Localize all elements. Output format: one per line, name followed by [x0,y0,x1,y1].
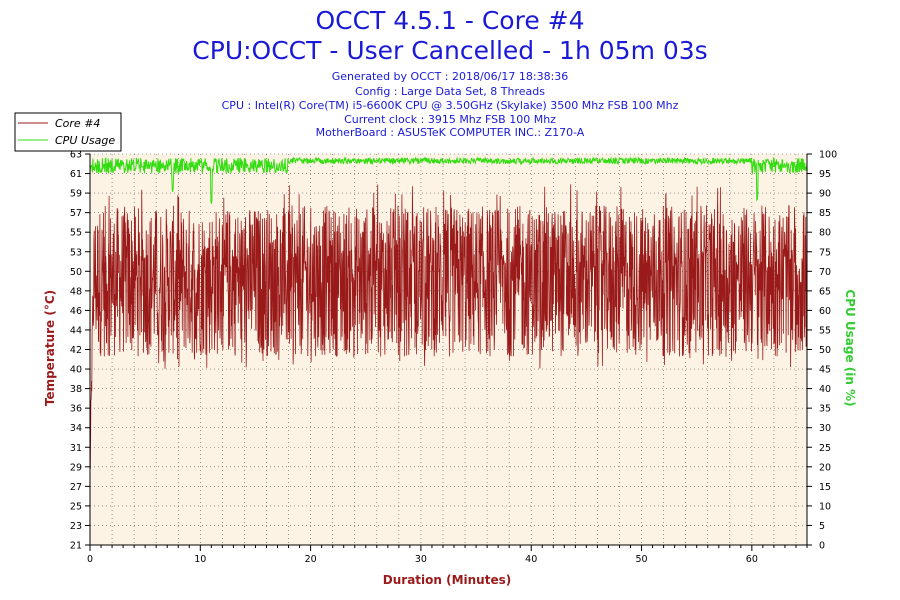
y-left-tick-label: 25 [70,501,82,512]
plot-area [90,154,807,545]
y-left-tick-label: 59 [70,189,82,200]
y-right-tick-label: 45 [819,365,831,376]
x-tick-label: 10 [194,554,206,565]
y-right-tick-label: 90 [819,189,831,200]
y-left-tick-label: 57 [70,208,82,219]
y-left-tick-label: 31 [70,443,82,454]
x-tick-label: 60 [746,554,758,565]
y-right-tick-label: 95 [819,169,831,180]
y-left-tick-label: 21 [70,541,82,552]
legend: Core #4 CPU Usage [14,112,122,152]
y-right-tick-label: 10 [819,501,831,512]
info-config: Config : Large Data Set, 8 Threads [355,85,545,98]
x-tick-label: 20 [305,554,317,565]
info-generated: Generated by OCCT : 2018/06/17 18:38:36 [332,70,569,83]
y-right-tick-label: 70 [819,267,831,278]
y-right-tick-label: 25 [819,443,831,454]
y-right-tick-label: 85 [819,208,831,219]
y-left-tick-label: 50 [70,267,82,278]
x-axis-label: Duration (Minutes) [383,573,511,587]
y-left-axis-label: Temperature (°C) [43,290,57,406]
y-right-tick-label: 100 [819,150,837,161]
chart-title: OCCT 4.5.1 - Core #4 [316,6,585,35]
y-right-tick-label: 20 [819,462,831,473]
y-right-tick-label: 50 [819,345,831,356]
x-tick-label: 50 [635,554,647,565]
info-motherboard: MotherBoard : ASUSTeK COMPUTER INC.: Z17… [316,126,585,139]
y-right-tick-label: 75 [819,247,831,258]
series-core4 [89,184,808,470]
y-left-tick-label: 53 [70,247,82,258]
y-right-tick-label: 35 [819,404,831,415]
y-right-tick-label: 60 [819,306,831,317]
y-left-tick-label: 44 [70,325,82,336]
y-left-tick-label: 29 [70,462,82,473]
y-left-tick-label: 55 [70,228,82,239]
y-left-tick-label: 23 [70,521,82,532]
legend-label-cpu-usage: CPU Usage [55,134,115,147]
y-left-tick-label: 48 [70,286,82,297]
chart-subtitle: CPU:OCCT - User Cancelled - 1h 05m 03s [192,36,707,65]
info-cpu: CPU : Intel(R) Core(TM) i5-6600K CPU @ 3… [222,99,679,112]
y-right-tick-label: 80 [819,228,831,239]
y-left-tick-label: 36 [70,404,82,415]
y-left-tick-label: 63 [70,150,82,161]
series-cpu-usage-line [89,156,808,204]
y-right-tick-label: 40 [819,384,831,395]
y-left-tick-label: 40 [70,365,82,376]
x-tick-label: 30 [415,554,427,565]
y-left-tick-label: 34 [70,423,82,434]
info-clock: Current clock : 3915 Mhz FSB 100 Mhz [344,113,556,126]
y-right-tick-label: 0 [819,541,825,552]
y-right-tick-label: 5 [819,521,825,532]
y-right-axis-label: CPU Usage (in %) [843,289,857,406]
y-left-tick-label: 27 [70,482,82,493]
legend-label-core4: Core #4 [55,117,100,130]
y-left-tick-label: 61 [70,169,82,180]
y-left-tick-label: 42 [70,345,82,356]
y-right-tick-label: 55 [819,325,831,336]
ticks: 2123252729313436384042444648505355575961… [70,150,837,566]
legend-box [14,112,122,152]
series-core4-line [89,184,808,470]
x-tick-label: 0 [87,554,93,565]
y-left-tick-label: 38 [70,384,82,395]
y-right-tick-label: 15 [819,482,831,493]
series-cpu-usage [89,156,808,204]
y-right-tick-label: 65 [819,286,831,297]
x-tick-label: 40 [525,554,537,565]
y-right-tick-label: 30 [819,423,831,434]
y-left-tick-label: 46 [70,306,82,317]
